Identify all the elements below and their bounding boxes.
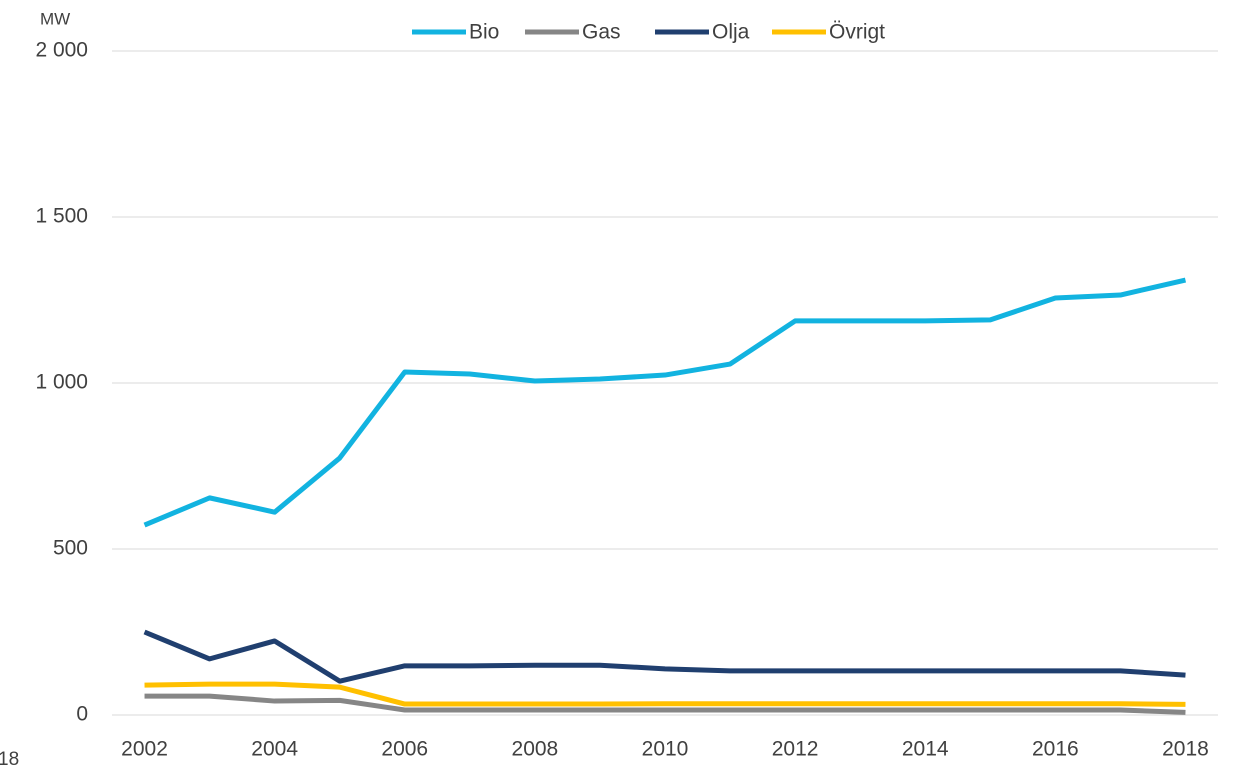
x-tick-label: 2006 (381, 738, 428, 761)
series-line (143, 629, 1186, 684)
x-tick-label: 2010 (642, 738, 689, 761)
x-tick-label: 2018 (1162, 738, 1209, 761)
y-tick-label: 500 (53, 537, 88, 560)
series-line (143, 277, 1187, 528)
x-tick-label: 2012 (772, 738, 819, 761)
legend-label: Olja (712, 21, 750, 44)
series-line (144, 693, 1186, 715)
legend-label: Övrigt (829, 21, 885, 44)
y-tick-label: 2 000 (35, 39, 88, 62)
legend-label: Gas (582, 21, 621, 44)
x-tick-label: 2014 (902, 738, 949, 761)
y-unit: MW (40, 9, 70, 28)
series-line (144, 681, 1186, 707)
stray-text: 18 (0, 749, 19, 768)
x-tick-label: 2008 (512, 738, 559, 761)
y-tick-label: 0 (76, 703, 88, 726)
legend-label: Bio (469, 21, 499, 44)
y-tick-label: 1 500 (35, 205, 88, 228)
x-tick-label: 2004 (251, 738, 298, 761)
x-tick-label: 2016 (1032, 738, 1079, 761)
x-tick-label: 2002 (121, 738, 168, 761)
y-tick-label: 1 000 (35, 371, 88, 394)
